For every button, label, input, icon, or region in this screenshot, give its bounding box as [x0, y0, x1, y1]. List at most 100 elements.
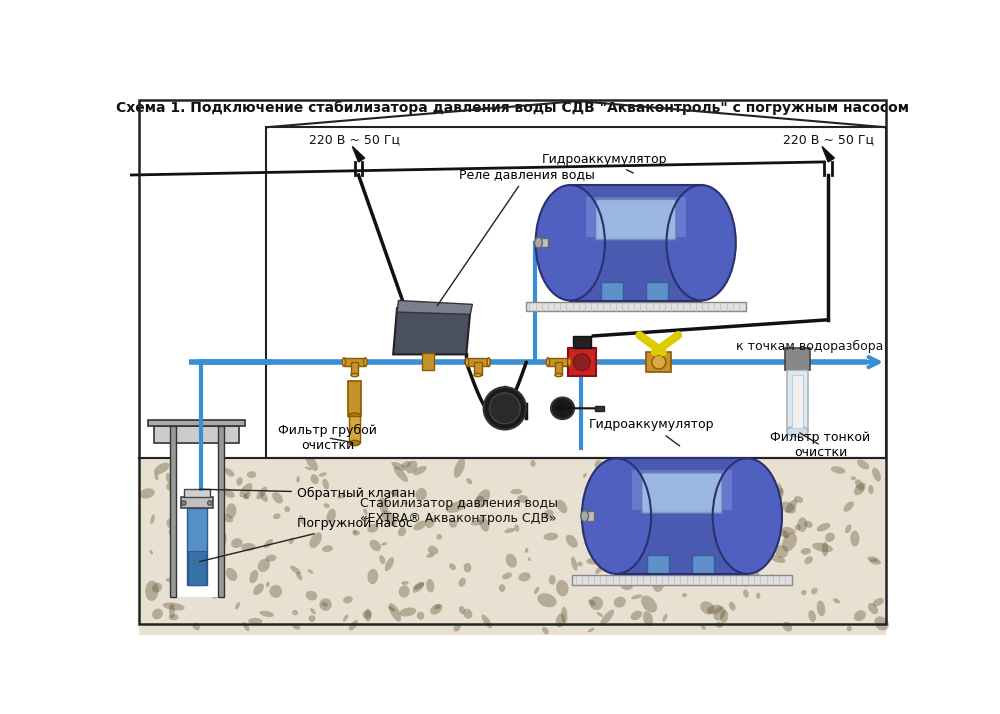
Ellipse shape [597, 612, 603, 617]
Ellipse shape [256, 487, 267, 499]
Ellipse shape [581, 511, 589, 521]
Ellipse shape [648, 555, 652, 563]
Ellipse shape [787, 426, 808, 437]
Ellipse shape [782, 533, 797, 551]
Ellipse shape [843, 501, 854, 512]
Ellipse shape [417, 612, 424, 620]
Ellipse shape [319, 473, 327, 477]
Ellipse shape [413, 521, 426, 531]
Ellipse shape [304, 467, 312, 471]
Bar [218, 426, 224, 597]
Ellipse shape [874, 616, 889, 630]
Ellipse shape [551, 398, 574, 419]
Ellipse shape [797, 518, 807, 532]
Ellipse shape [348, 413, 361, 419]
Ellipse shape [367, 524, 379, 533]
Ellipse shape [868, 603, 878, 614]
Bar [555, 362, 562, 375]
Circle shape [208, 501, 212, 506]
Ellipse shape [260, 492, 268, 502]
Ellipse shape [606, 471, 615, 476]
Ellipse shape [385, 557, 394, 571]
Ellipse shape [557, 500, 567, 513]
Ellipse shape [573, 353, 590, 371]
Ellipse shape [449, 563, 456, 570]
Bar [787, 370, 808, 431]
Ellipse shape [517, 495, 528, 503]
Ellipse shape [525, 548, 528, 553]
Bar [349, 416, 360, 443]
Ellipse shape [631, 610, 642, 620]
Bar [181, 497, 213, 508]
Ellipse shape [236, 477, 243, 486]
Ellipse shape [426, 579, 434, 593]
Bar [573, 336, 591, 348]
Ellipse shape [484, 387, 526, 430]
Ellipse shape [715, 531, 720, 544]
Ellipse shape [499, 584, 505, 592]
Ellipse shape [588, 628, 595, 633]
Ellipse shape [600, 610, 614, 626]
Ellipse shape [646, 555, 657, 560]
Ellipse shape [742, 535, 752, 540]
Ellipse shape [343, 615, 348, 622]
Ellipse shape [804, 556, 813, 564]
Ellipse shape [536, 185, 605, 301]
Ellipse shape [598, 520, 609, 530]
Ellipse shape [743, 590, 749, 598]
Ellipse shape [253, 583, 264, 595]
Ellipse shape [701, 625, 706, 630]
Ellipse shape [595, 460, 603, 471]
Ellipse shape [786, 500, 797, 513]
Ellipse shape [299, 515, 306, 525]
Ellipse shape [379, 555, 385, 564]
Bar [184, 489, 210, 497]
Ellipse shape [266, 582, 270, 587]
Ellipse shape [406, 461, 418, 473]
Ellipse shape [381, 543, 387, 545]
Ellipse shape [597, 510, 601, 514]
Ellipse shape [169, 527, 177, 536]
Text: Погружной насос: Погружной насос [200, 518, 413, 562]
Ellipse shape [544, 510, 554, 519]
Ellipse shape [264, 539, 273, 548]
Ellipse shape [464, 563, 471, 573]
Ellipse shape [733, 497, 747, 508]
Bar [474, 362, 482, 375]
Ellipse shape [326, 508, 336, 523]
Ellipse shape [487, 358, 490, 366]
Bar [170, 426, 176, 597]
Bar [344, 358, 365, 366]
Ellipse shape [847, 626, 852, 631]
Ellipse shape [221, 532, 227, 545]
Ellipse shape [683, 492, 690, 499]
Ellipse shape [199, 536, 205, 549]
Ellipse shape [556, 613, 565, 628]
Ellipse shape [590, 596, 603, 610]
Ellipse shape [309, 532, 322, 548]
Ellipse shape [193, 520, 197, 526]
Ellipse shape [742, 523, 748, 533]
Ellipse shape [651, 513, 666, 521]
Ellipse shape [446, 501, 467, 513]
Polygon shape [822, 146, 834, 162]
Ellipse shape [696, 523, 707, 530]
Ellipse shape [425, 517, 434, 528]
Ellipse shape [566, 535, 578, 548]
Bar [586, 196, 686, 237]
Ellipse shape [166, 578, 173, 583]
Ellipse shape [705, 558, 717, 564]
Bar [538, 238, 548, 247]
Ellipse shape [292, 610, 298, 615]
Ellipse shape [296, 572, 302, 580]
Ellipse shape [502, 573, 512, 579]
Ellipse shape [322, 479, 329, 489]
Bar [467, 358, 489, 366]
Ellipse shape [652, 355, 666, 369]
Ellipse shape [379, 497, 388, 513]
Ellipse shape [868, 485, 874, 494]
Ellipse shape [649, 481, 661, 498]
Ellipse shape [189, 540, 195, 548]
Ellipse shape [518, 573, 531, 581]
Ellipse shape [537, 593, 557, 608]
